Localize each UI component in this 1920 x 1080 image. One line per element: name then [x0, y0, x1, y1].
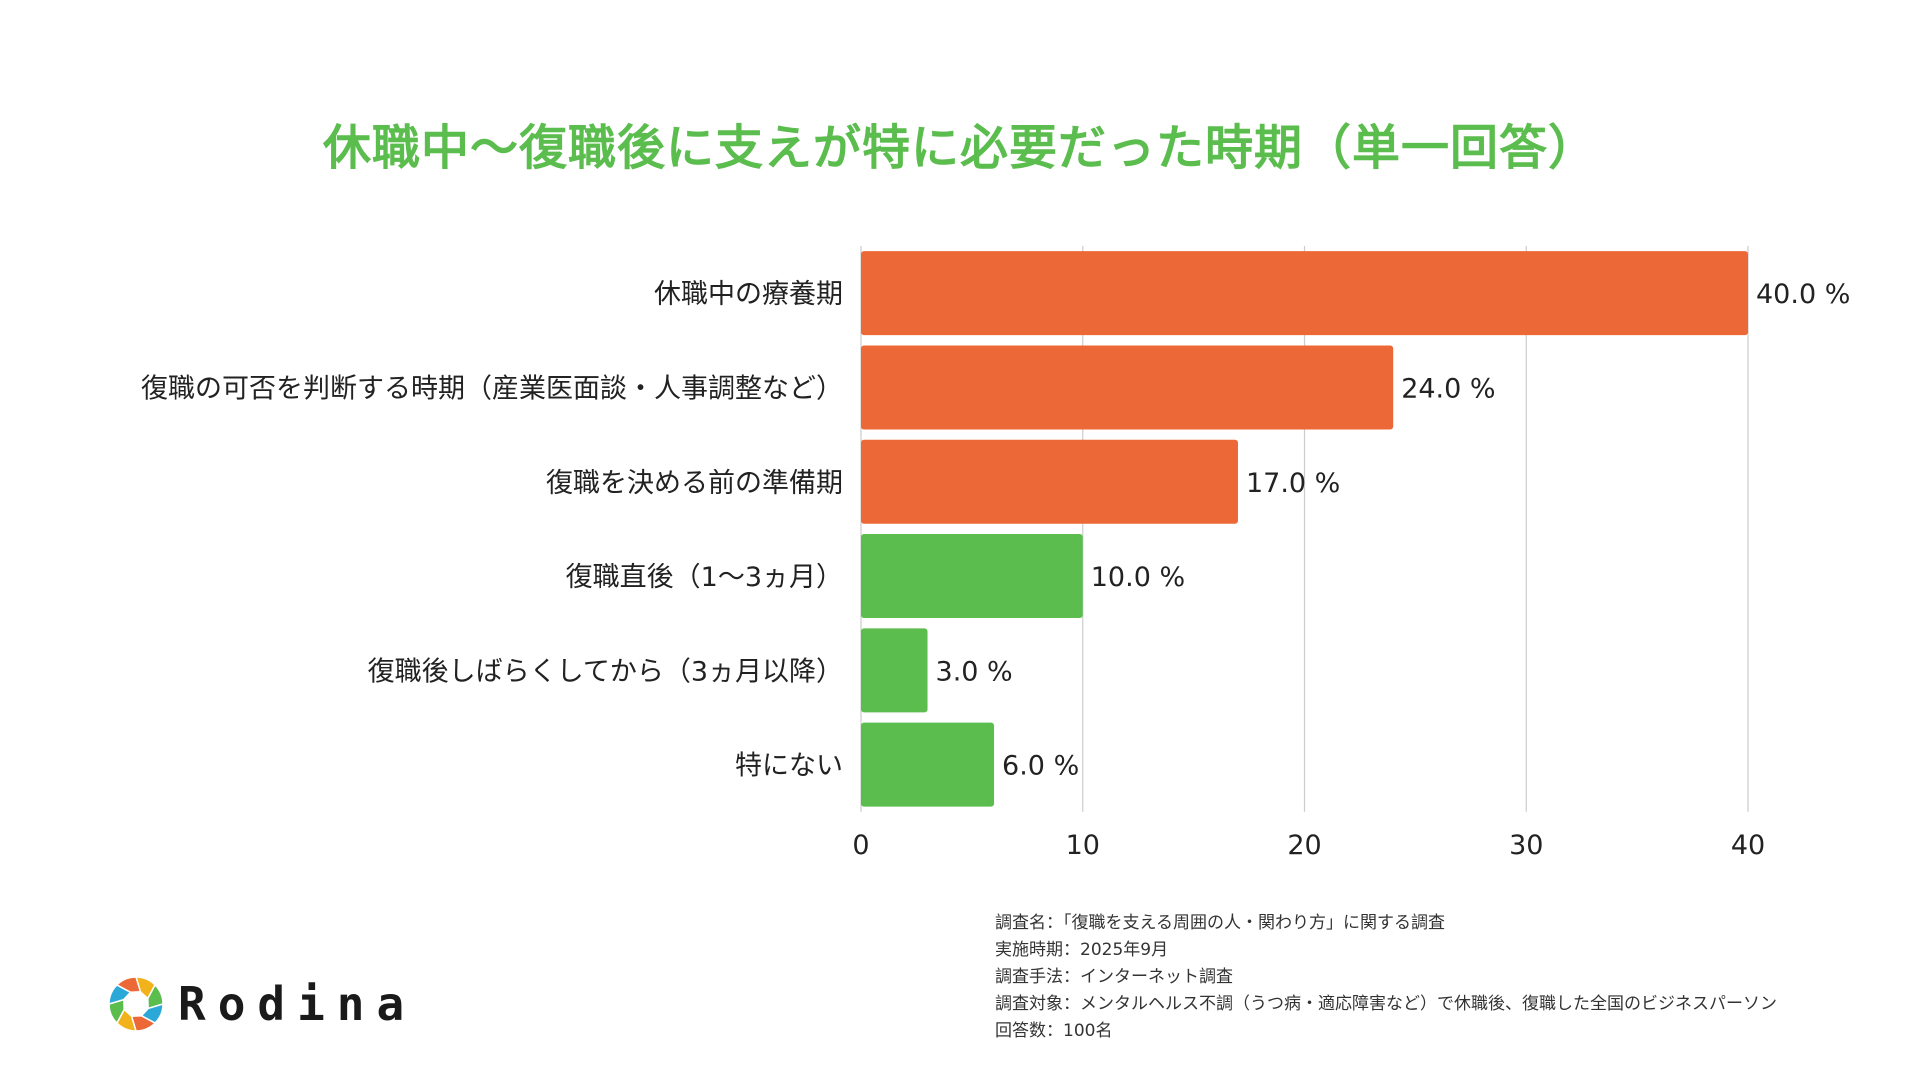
value-labels: 40.0 % 24.0 % 17.0 % 10.0 % 3.0 % 6.0 %	[936, 279, 1851, 782]
grid-lines	[860, 246, 1749, 812]
x-axis-ticks: 0 10 20 30 40	[852, 830, 1765, 861]
survey-note: 調査名：「復職を支える周囲の人・関わり方」に関する調査	[995, 913, 1445, 933]
category-label: 復職直後（1〜3ヵ月）	[566, 562, 843, 593]
logo-segment	[108, 998, 125, 1025]
survey-note: 調査対象：メンタルヘルス不調（うつ病・適応障害など）で休職後、復職した全国のビジ…	[995, 994, 1777, 1014]
value-label: 3.0 %	[936, 656, 1013, 687]
bar	[861, 439, 1238, 524]
value-label: 10.0 %	[1091, 562, 1185, 593]
category-label: 特にない	[735, 751, 843, 782]
x-tick-label: 20	[1287, 830, 1321, 861]
x-tick-label: 0	[852, 830, 869, 861]
category-label: 復職を決める前の準備期	[546, 468, 843, 499]
survey-note: 調査手法：インターネット調査	[995, 967, 1233, 987]
logo-segment	[147, 983, 164, 1010]
bars	[861, 251, 1748, 807]
logo-center	[126, 994, 146, 1014]
aperture-logo-icon	[108, 976, 164, 1032]
bar	[861, 722, 995, 807]
bar	[861, 628, 928, 713]
logo-segment	[130, 1015, 157, 1032]
survey-note: 実施時期：2025年9月	[995, 940, 1169, 960]
x-tick-label: 10	[1066, 830, 1100, 861]
bar	[861, 345, 1394, 430]
bar	[861, 534, 1083, 619]
brand-logo: Rodina	[108, 976, 416, 1032]
chart-title: 休職中〜復職後に支えが特に必要だった時期（単一回答）	[322, 120, 1597, 176]
value-label: 24.0 %	[1401, 373, 1495, 404]
category-label: 復職後しばらくしてから（3ヵ月以降）	[368, 656, 843, 687]
x-tick-label: 30	[1509, 830, 1543, 861]
survey-notes: 調査名：「復職を支える周囲の人・関わり方」に関する調査 実施時期：2025年9月…	[995, 910, 1777, 1045]
value-label: 40.0 %	[1756, 279, 1850, 310]
category-label: 休職中の療養期	[654, 279, 843, 310]
brand-logo-text: Rodina	[178, 977, 417, 1031]
bar	[861, 251, 1748, 336]
survey-note: 回答数：100名	[995, 1021, 1113, 1041]
category-label: 復職の可否を判断する時期（産業医面談・人事調整など）	[141, 373, 843, 404]
x-tick-label: 40	[1731, 830, 1765, 861]
logo-segment	[115, 976, 142, 993]
value-label: 17.0 %	[1246, 468, 1340, 499]
value-label: 6.0 %	[1002, 751, 1079, 782]
